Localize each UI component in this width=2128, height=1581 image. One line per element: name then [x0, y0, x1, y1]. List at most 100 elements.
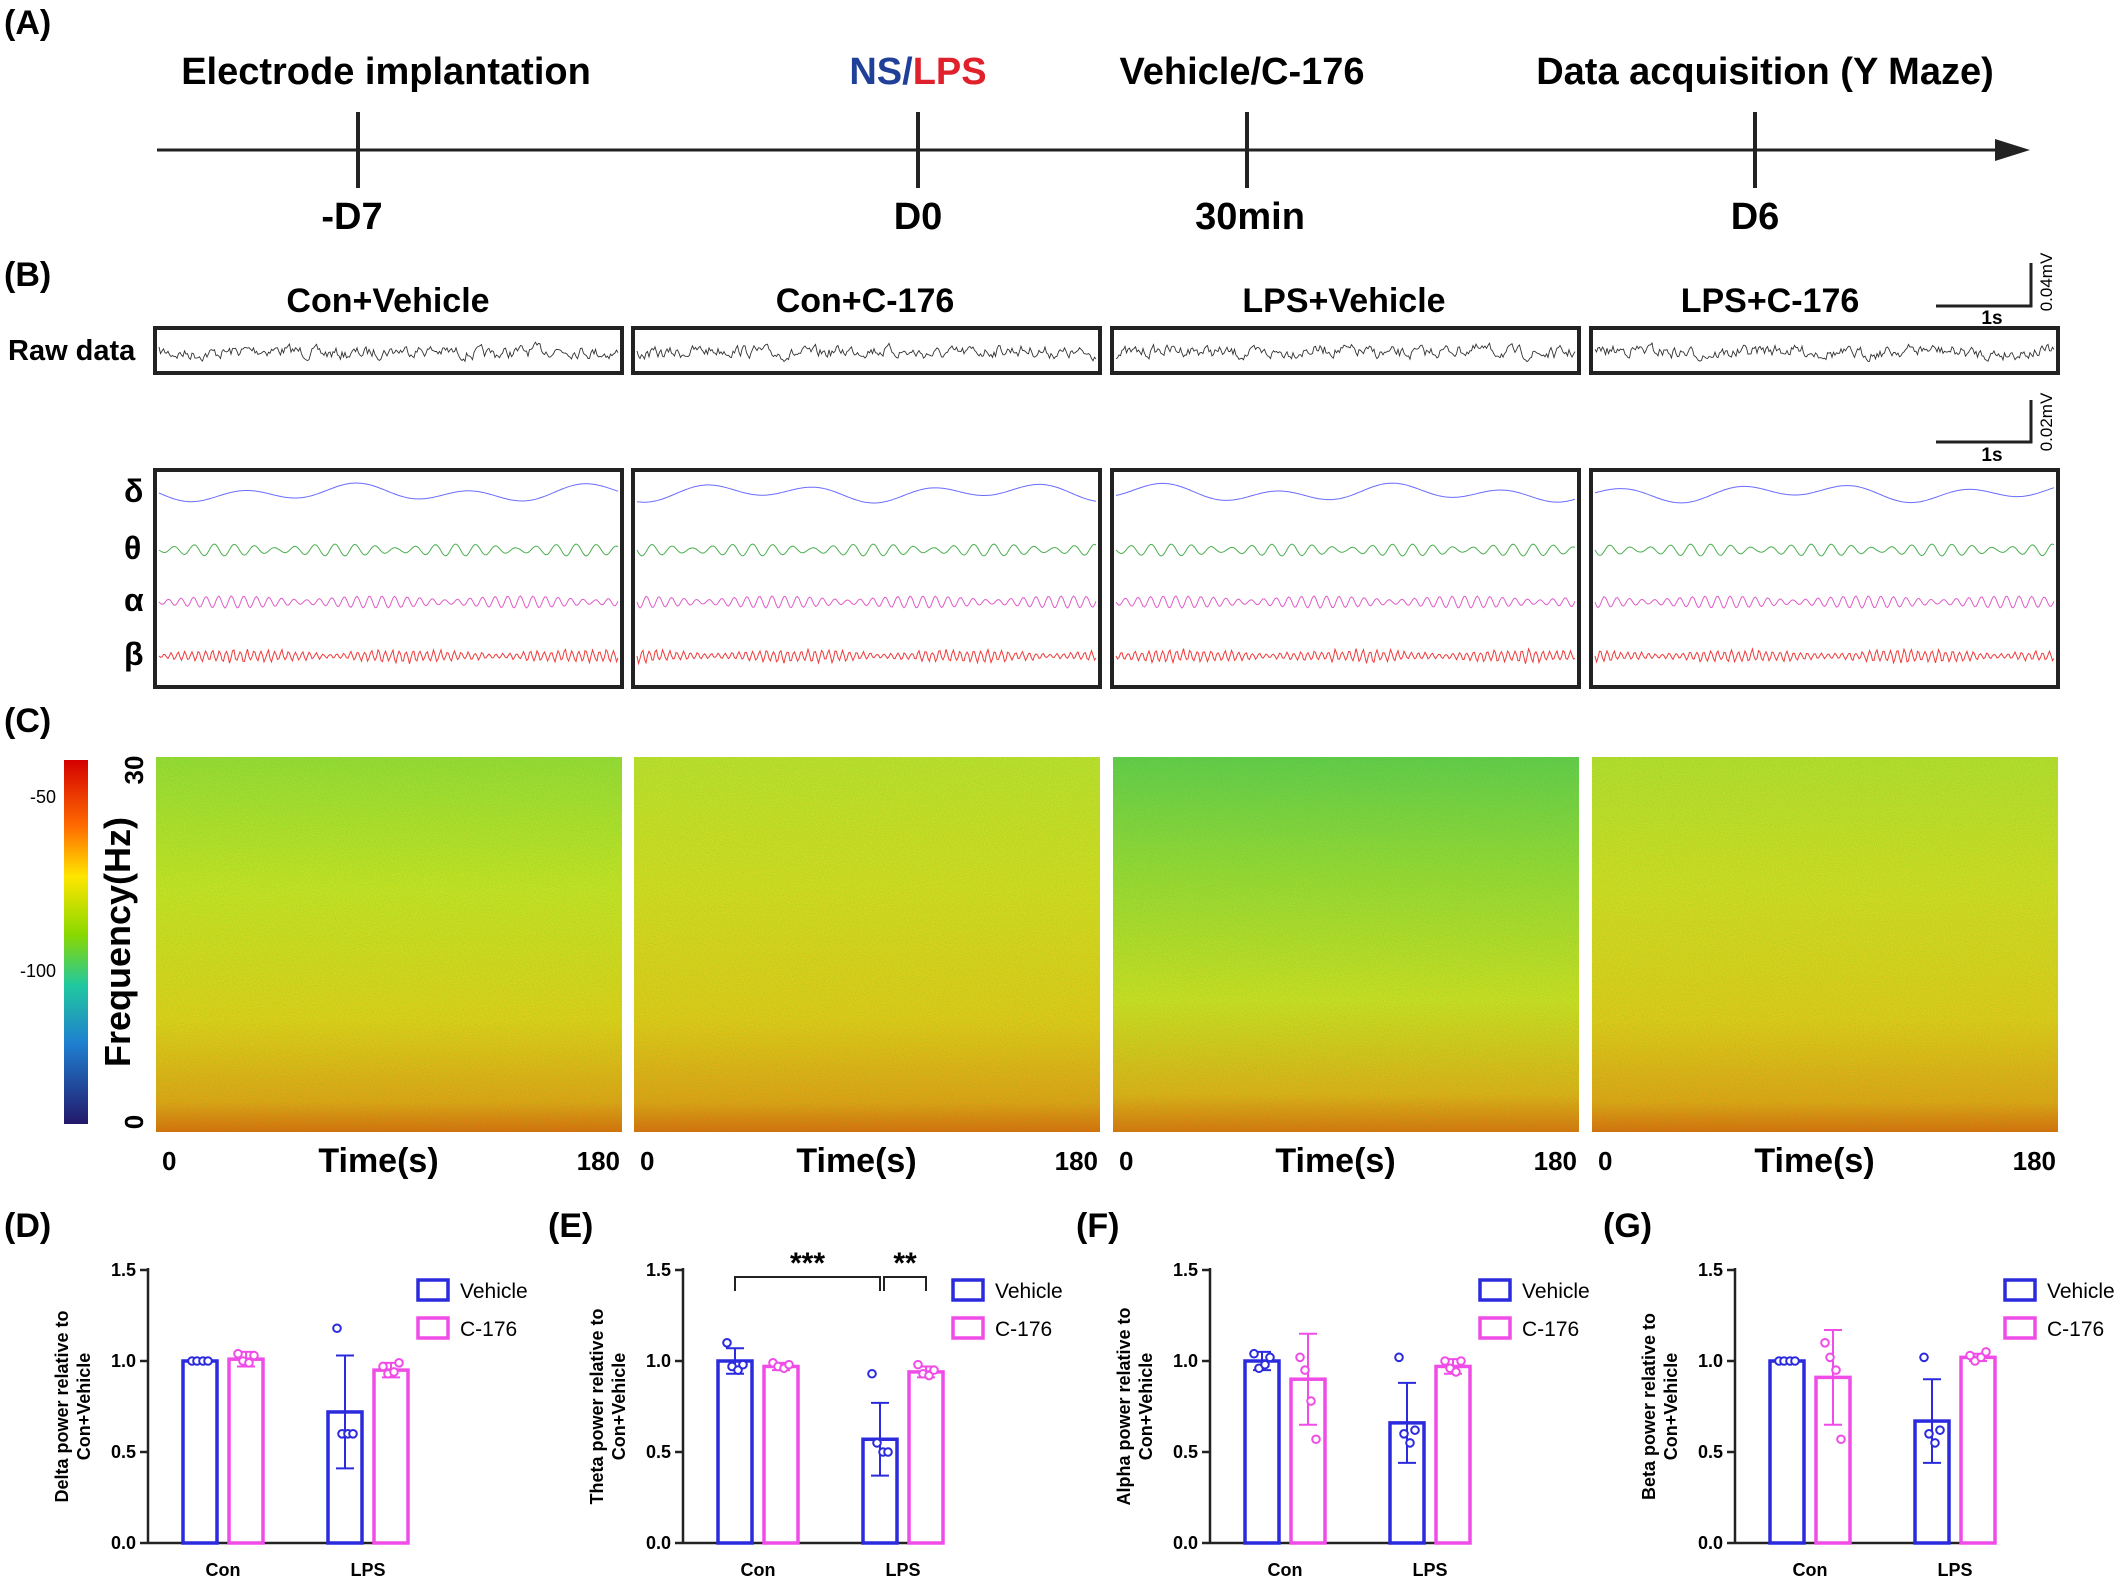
band-trace: [636, 543, 1097, 557]
data-point: [867, 1368, 877, 1379]
legend-swatch: [1478, 1278, 1512, 1302]
data-point: [233, 1348, 243, 1359]
legend-swatch: [951, 1278, 985, 1302]
spectrogram-x-min: 0: [640, 1146, 654, 1176]
raw-data-box: [1110, 326, 1581, 375]
timeline: Electrode implantation NS/LPS Vehicle/C-…: [157, 51, 2030, 238]
band-box: [1589, 468, 2060, 689]
x-tick-label: Con: [1793, 1560, 1828, 1580]
bar-chart-d: (D) 0.0 0.5 1.0 1.5 Delta power relative to Co…: [4, 1207, 528, 1580]
y-tick-label: 1.5: [1173, 1260, 1198, 1280]
band-label-theta: θ: [124, 530, 141, 566]
scale-bar-bands: 1s 0.02mV: [1936, 392, 2056, 466]
data-point: [1399, 1429, 1409, 1439]
raw-data-box: [153, 326, 624, 375]
panel-label: (D): [4, 1207, 51, 1245]
y-tick-label: 0.5: [1173, 1442, 1198, 1462]
y-axis-label: Beta power relative to Con+Vehicle: [1639, 1313, 1681, 1500]
panel-label-c: (C): [4, 702, 51, 740]
spectrogram-x-axis-label: Time(s): [1754, 1142, 1874, 1180]
spectrogram-noise: [156, 757, 622, 1132]
data-point: [1981, 1347, 1991, 1357]
slash-label: /: [902, 51, 913, 93]
y-axis-label: Theta power relative to Con+Vehicle: [587, 1308, 629, 1504]
lps-label: LPS: [913, 51, 987, 93]
band-trace: [158, 543, 619, 557]
legend-label: Vehicle: [2047, 1280, 2115, 1303]
bar: [1959, 1355, 1997, 1545]
band-trace: [158, 595, 619, 609]
data-point: [1440, 1356, 1450, 1366]
bar: [1434, 1364, 1472, 1545]
timeline-day-label: 30min: [1195, 196, 1305, 238]
band-trace: [158, 648, 619, 665]
data-point: [1394, 1352, 1404, 1363]
band-traces: [153, 468, 2060, 689]
data-point: [1831, 1365, 1841, 1375]
bar: [181, 1359, 219, 1545]
band-trace: [1115, 595, 1576, 609]
band-trace: [158, 482, 619, 503]
band-trace: [636, 595, 1097, 609]
spectrogram-x-max: 180: [1055, 1146, 1098, 1176]
timeline-day-label: D6: [1731, 196, 1780, 238]
group-title: Con+Vehicle: [286, 282, 489, 320]
bar: [1768, 1359, 1806, 1545]
y-tick-label: 1.5: [111, 1260, 136, 1280]
data-point: [1935, 1425, 1945, 1435]
legend-swatch: [416, 1316, 450, 1340]
panel-label: (G): [1603, 1207, 1652, 1245]
data-point: [1919, 1352, 1929, 1363]
scale-bar-raw: 1s 0.04mV: [1936, 252, 2056, 329]
data-point: [1295, 1352, 1305, 1363]
legend-swatch: [951, 1316, 985, 1340]
bar: [1243, 1359, 1281, 1545]
band-label-delta: δ: [124, 473, 143, 509]
legend-label: C-176: [1522, 1318, 1579, 1341]
legend-swatch: [2003, 1316, 2037, 1340]
band-label-beta: β: [124, 636, 144, 672]
data-point: [883, 1447, 893, 1457]
group-title: LPS+C-176: [1681, 282, 1860, 320]
spectrogram-noise: [1113, 757, 1579, 1132]
spectrogram-x-axis-label: Time(s): [796, 1142, 916, 1180]
spectrogram-x-min: 0: [1598, 1146, 1612, 1176]
band-trace: [1115, 647, 1576, 665]
data-point: [1405, 1438, 1415, 1448]
spectrogram-y-max: 30: [119, 756, 149, 785]
spectrogram-noise: [1592, 757, 2058, 1132]
spectrograms: 0 Time(s) 180 0 Time(s) 180 0 Time(s) 180 0 Time(s…: [156, 757, 2058, 1180]
legend-label: C-176: [2047, 1318, 2104, 1341]
data-point: [1306, 1396, 1316, 1406]
data-point: [389, 1367, 399, 1377]
data-point: [722, 1338, 732, 1348]
data-point: [1410, 1425, 1420, 1435]
timeline-arrowhead: [1995, 139, 2030, 161]
x-tick-label: Con: [741, 1560, 776, 1580]
spectrogram-noise: [634, 757, 1100, 1132]
colorbar-tick: -100: [20, 961, 56, 981]
legend-label: C-176: [460, 1318, 517, 1341]
scale-time-label: 1s: [1981, 308, 2002, 329]
raw-data-box: [631, 326, 1102, 375]
spectrogram-y-min: 0: [119, 1115, 149, 1129]
data-point: [1825, 1352, 1835, 1363]
x-tick-label: Con: [1268, 1560, 1303, 1580]
spectrogram-x-axis-label: Time(s): [1275, 1142, 1395, 1180]
bar-chart-f: (F) 0.0 0.5 1.0 1.5 Alpha power relative to Co…: [1076, 1207, 1590, 1580]
legend-label: Vehicle: [995, 1280, 1063, 1303]
data-point: [913, 1359, 923, 1370]
x-tick-label: LPS: [1937, 1560, 1972, 1580]
x-tick-label: LPS: [885, 1560, 920, 1580]
significance-bracket: [883, 1276, 927, 1291]
y-tick-label: 1.5: [1698, 1260, 1723, 1280]
band-trace: [1594, 485, 2055, 504]
data-point: [332, 1323, 342, 1334]
timeline-event-label: NS/LPS: [849, 51, 986, 93]
y-tick-label: 1.5: [646, 1260, 671, 1280]
bar-chart-e: (E) 0.0 0.5 1.0 1.5 Theta power relative to Co…: [548, 1207, 1063, 1580]
group-title: Con+C-176: [776, 282, 955, 320]
timeline-event-label: Electrode implantation: [181, 51, 591, 93]
band-trace: [636, 647, 1097, 666]
